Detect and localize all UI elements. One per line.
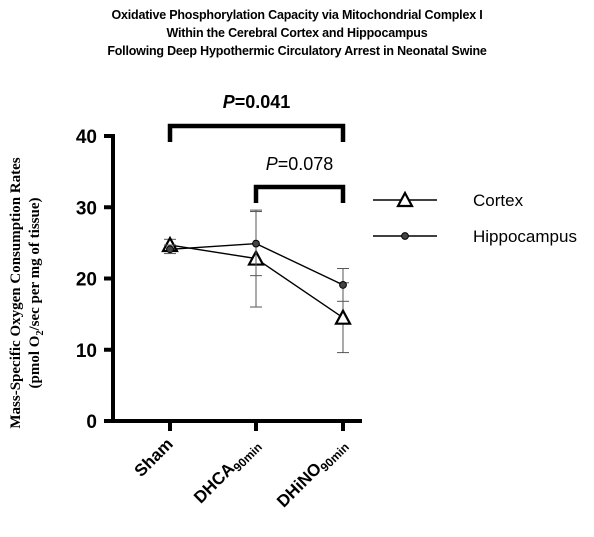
data-point-circle <box>252 239 260 248</box>
y-axis-title-line-2: (pmol O2/sec per mg of tissue) <box>27 198 46 389</box>
title-line-3: Following Deep Hypothermic Circulatory A… <box>107 44 487 58</box>
p-value-symbol: P <box>266 154 278 174</box>
chart-title: Oxidative Phosphorylation Capacity via M… <box>0 6 594 60</box>
y-axis-title: Mass-Specific Oxygen Consumption Rates (… <box>8 157 46 428</box>
p-value-label: P=0.041 <box>223 92 291 112</box>
x-tick-label-subscript: 90min <box>318 440 352 474</box>
title-line-1: Oxidative Phosphorylation Capacity via M… <box>111 8 483 22</box>
data-point-circle <box>339 281 347 289</box>
series-layer <box>161 209 352 354</box>
y-ticks: 0 10 20 30 40 <box>76 127 113 433</box>
x-tick-label: Sham <box>131 434 177 480</box>
p-value-symbol: P <box>223 92 236 112</box>
legend-label-hippocampus: Hippocampus <box>473 227 577 246</box>
y-axis-title-sub: 2 <box>35 331 46 336</box>
legend-item-hippocampus: Hippocampus <box>373 227 577 246</box>
y-axis-title-pre: (pmol O <box>27 336 43 389</box>
x-tick-label-main: DHiNO <box>273 459 325 511</box>
p-value-label: P=0.078 <box>266 154 334 174</box>
legend-triangle-icon <box>396 190 414 208</box>
y-tick-label: 30 <box>76 198 97 219</box>
data-point-circle <box>166 245 174 254</box>
series-hippocampus <box>164 211 349 302</box>
x-tick-label: DHCA90min <box>190 434 265 509</box>
legend: Cortex Hippocampus <box>373 190 577 246</box>
legend-circle-icon <box>401 232 409 240</box>
x-tick-label-main: Sham <box>131 434 177 480</box>
legend-label-cortex: Cortex <box>473 191 524 210</box>
significance-bracket <box>253 184 346 203</box>
x-tick-label-subscript: 90min <box>231 440 265 474</box>
significance-bracket <box>167 123 346 142</box>
p-value-number: =0.078 <box>278 154 334 174</box>
p-value-number: =0.041 <box>235 92 291 112</box>
y-axis-title-line-1: Mass-Specific Oxygen Consumption Rates <box>8 157 24 428</box>
x-tick-label: DHiNO90min <box>273 434 352 513</box>
y-tick-label: 20 <box>76 270 97 291</box>
data-point-triangle <box>334 308 352 325</box>
y-tick-label: 10 <box>76 341 97 362</box>
y-axis-title-post: /sec per mg of tissue) <box>27 198 43 332</box>
legend-item-cortex: Cortex <box>373 190 524 210</box>
y-tick-label: 0 <box>86 412 97 433</box>
y-tick-label: 40 <box>76 127 97 148</box>
title-line-2: Within the Cerebral Cortex and Hippocamp… <box>166 26 428 40</box>
